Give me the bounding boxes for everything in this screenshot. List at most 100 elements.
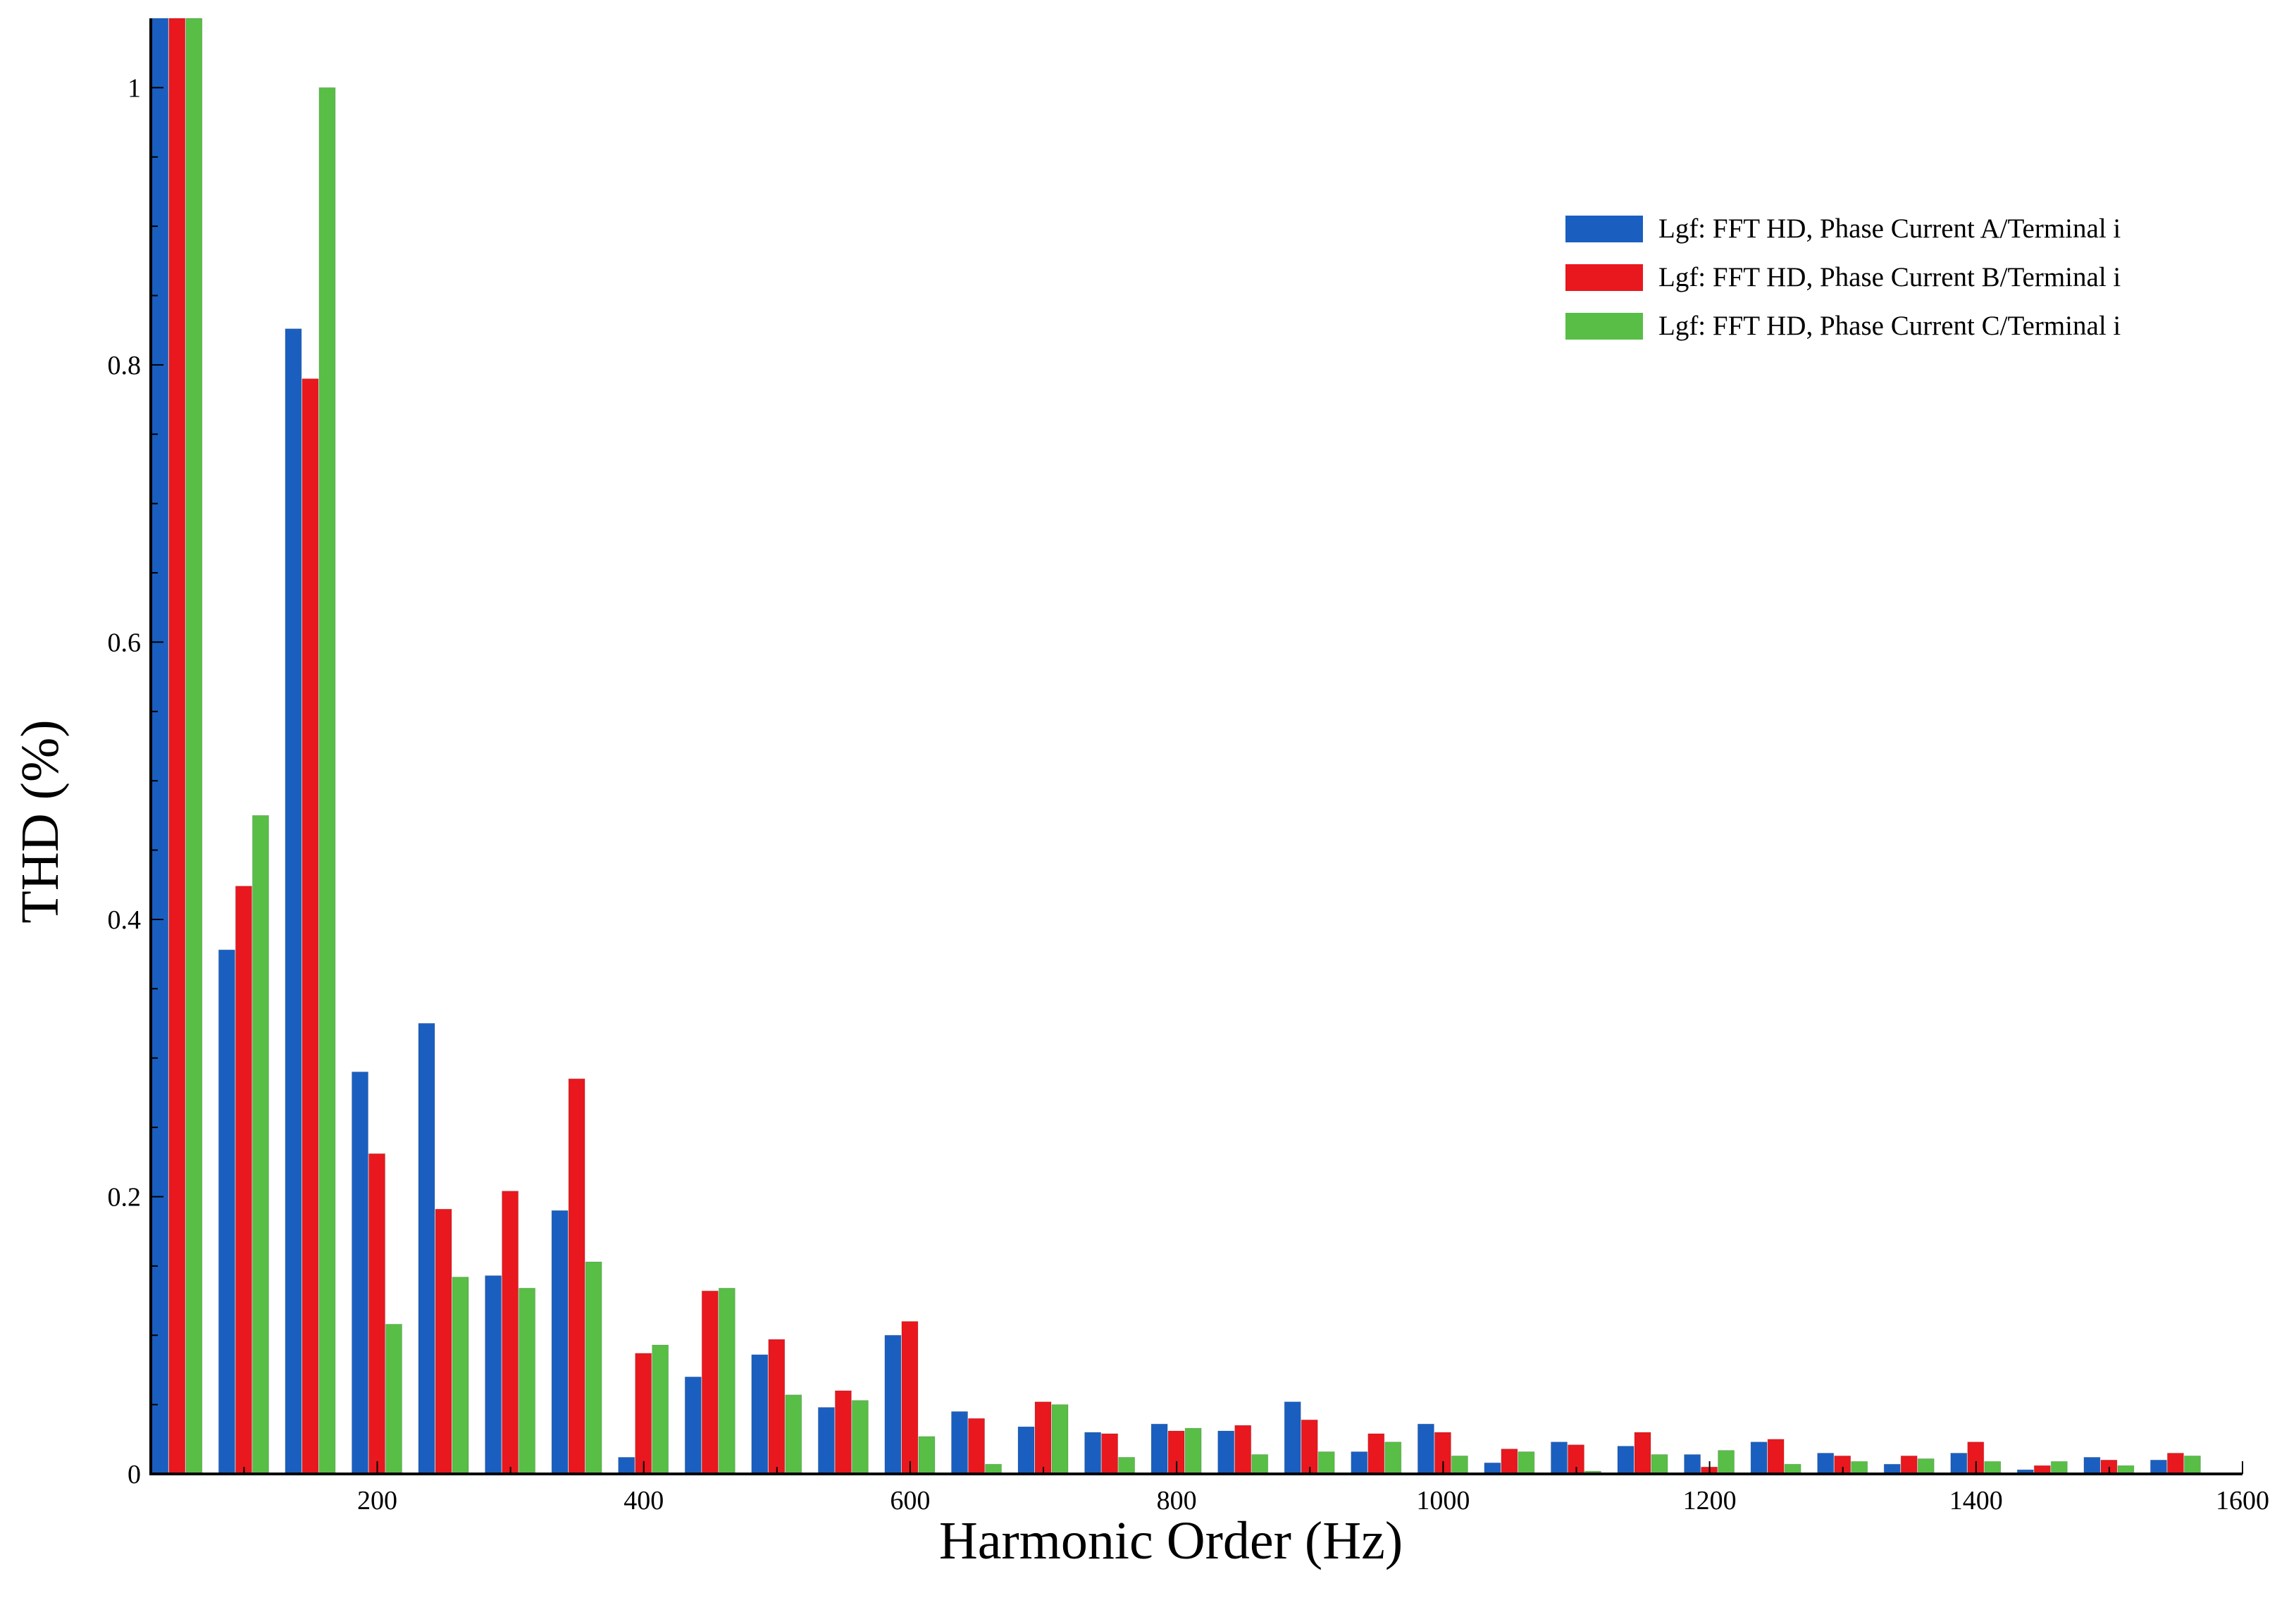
bar-b-750 [1101, 1433, 1119, 1475]
bar-c-1450 [2050, 1461, 2068, 1475]
bar-b-500 [768, 1339, 786, 1475]
bar-a-1150 [1617, 1446, 1634, 1475]
legend-swatch-b [1565, 264, 1643, 291]
bar-a-450 [684, 1376, 702, 1475]
bar-a-800 [1150, 1423, 1168, 1475]
legend-label-a: Lgf: FFT HD, Phase Current A/Terminal i [1658, 213, 2121, 244]
bar-c-150 [318, 87, 336, 1475]
bar-c-100 [252, 814, 269, 1475]
bar-a-1400 [1950, 1453, 1968, 1475]
bar-c-900 [1317, 1451, 1335, 1475]
bar-a-1300 [1817, 1453, 1835, 1475]
bar-b-1050 [1501, 1449, 1518, 1475]
x-tick-label: 400 [624, 1486, 664, 1515]
bar-a-650 [951, 1411, 968, 1475]
bar-c-700 [1051, 1404, 1069, 1475]
y-tick-label: 0.4 [108, 905, 142, 935]
legend-label-c: Lgf: FFT HD, Phase Current C/Terminal i [1658, 311, 2121, 341]
legend-label-b: Lgf: FFT HD, Phase Current B/Terminal i [1658, 262, 2121, 292]
bar-a-1500 [2083, 1456, 2101, 1475]
bar-c-250 [452, 1277, 469, 1475]
bar-a-400 [618, 1456, 635, 1475]
bar-b-1350 [1900, 1455, 1918, 1475]
bar-b-550 [834, 1390, 852, 1475]
bar-a-500 [751, 1354, 769, 1475]
bars-layer [151, 18, 2201, 1475]
bar-b-1150 [1634, 1432, 1651, 1475]
bar-a-1100 [1551, 1442, 1568, 1475]
x-tick-label: 600 [890, 1486, 930, 1515]
bar-c-300 [519, 1287, 536, 1475]
bar-a-700 [1017, 1426, 1035, 1475]
bar-b-700 [1034, 1401, 1052, 1475]
bar-b-300 [502, 1191, 519, 1475]
bar-c-1300 [1851, 1461, 1868, 1475]
bar-c-950 [1384, 1442, 1402, 1475]
y-tick-label: 0.8 [108, 351, 142, 380]
bar-b-900 [1301, 1419, 1318, 1475]
bar-a-1350 [1883, 1463, 1901, 1475]
bar-b-950 [1367, 1433, 1385, 1475]
bar-c-50 [185, 18, 203, 1475]
x-tick-label: 1000 [1416, 1486, 1470, 1515]
bar-b-450 [701, 1290, 719, 1475]
bar-c-1550 [2183, 1455, 2201, 1475]
bar-a-750 [1084, 1432, 1102, 1475]
bar-a-600 [884, 1334, 902, 1475]
bar-b-100 [235, 886, 252, 1475]
bar-a-150 [285, 328, 302, 1475]
bar-b-400 [635, 1353, 652, 1475]
bar-a-1250 [1750, 1442, 1768, 1475]
bar-c-800 [1184, 1427, 1202, 1475]
bar-a-200 [352, 1071, 368, 1475]
bar-b-850 [1234, 1425, 1252, 1475]
y-axis-title: THD (%) [11, 719, 70, 923]
bar-c-400 [652, 1344, 669, 1475]
bar-c-850 [1251, 1454, 1269, 1475]
bar-a-1000 [1417, 1423, 1434, 1475]
bar-c-750 [1118, 1456, 1136, 1475]
legend: Lgf: FFT HD, Phase Current A/Terminal i L… [1565, 213, 2121, 341]
x-tick-label: 1400 [1949, 1486, 2003, 1515]
axes [149, 18, 2243, 1475]
bar-c-1150 [1651, 1454, 1668, 1475]
y-tick-label: 0.6 [108, 628, 142, 657]
bar-a-350 [551, 1210, 569, 1475]
bar-c-350 [585, 1261, 602, 1475]
bar-a-50 [151, 18, 169, 1475]
legend-swatch-c [1565, 313, 1643, 340]
x-tick-label: 800 [1157, 1486, 1197, 1515]
bar-a-1200 [1684, 1454, 1701, 1475]
bar-b-150 [302, 378, 319, 1475]
y-tick-label: 0.2 [108, 1183, 142, 1213]
bar-a-250 [418, 1023, 435, 1475]
bar-b-350 [568, 1078, 585, 1475]
bar-c-450 [718, 1287, 736, 1475]
bar-c-1050 [1518, 1451, 1535, 1475]
bar-c-550 [851, 1400, 869, 1475]
bar-a-300 [485, 1275, 502, 1475]
bar-a-550 [817, 1407, 835, 1475]
bar-c-1200 [1718, 1450, 1735, 1475]
bar-c-1350 [1917, 1458, 1935, 1475]
x-axis-title: Harmonic Order (Hz) [939, 1511, 1403, 1570]
bar-c-500 [785, 1394, 802, 1475]
bar-b-200 [368, 1153, 385, 1475]
bar-b-1250 [1767, 1439, 1785, 1475]
bar-c-600 [918, 1436, 936, 1475]
bar-b-1550 [2166, 1453, 2184, 1475]
y-tick-label: 1 [128, 73, 141, 103]
bar-c-650 [985, 1463, 1002, 1475]
bar-c-200 [385, 1324, 402, 1475]
bar-b-50 [168, 18, 186, 1475]
legend-swatch-a [1565, 216, 1643, 242]
bar-b-600 [901, 1321, 919, 1475]
bar-c-1250 [1784, 1463, 1801, 1475]
bar-a-900 [1284, 1401, 1301, 1475]
bar-a-850 [1217, 1430, 1235, 1475]
x-tick-label: 200 [357, 1486, 397, 1515]
bar-a-950 [1351, 1451, 1368, 1475]
bar-b-650 [968, 1418, 985, 1475]
